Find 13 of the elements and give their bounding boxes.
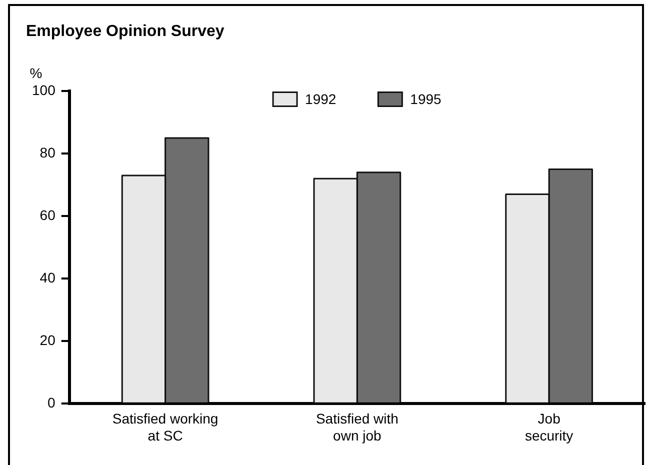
y-tick-label: 40 bbox=[40, 269, 56, 286]
y-tick-label: 100 bbox=[32, 82, 56, 98]
legend-label: 1995 bbox=[410, 91, 442, 108]
y-tick-label: 60 bbox=[40, 206, 56, 223]
chart-title: Employee Opinion Survey bbox=[26, 23, 224, 40]
y-tick-label: 0 bbox=[48, 394, 56, 410]
y-axis-title: % bbox=[30, 65, 42, 82]
y-tick-label: 20 bbox=[40, 332, 56, 348]
legend-label: 1992 bbox=[305, 91, 336, 108]
x-tick-label: Job security bbox=[524, 410, 574, 444]
y-tick-label: 80 bbox=[40, 144, 56, 160]
x-tick-label: Satisfied with own job bbox=[316, 410, 398, 444]
x-tick-label: Satisfied working at SC bbox=[112, 410, 218, 444]
